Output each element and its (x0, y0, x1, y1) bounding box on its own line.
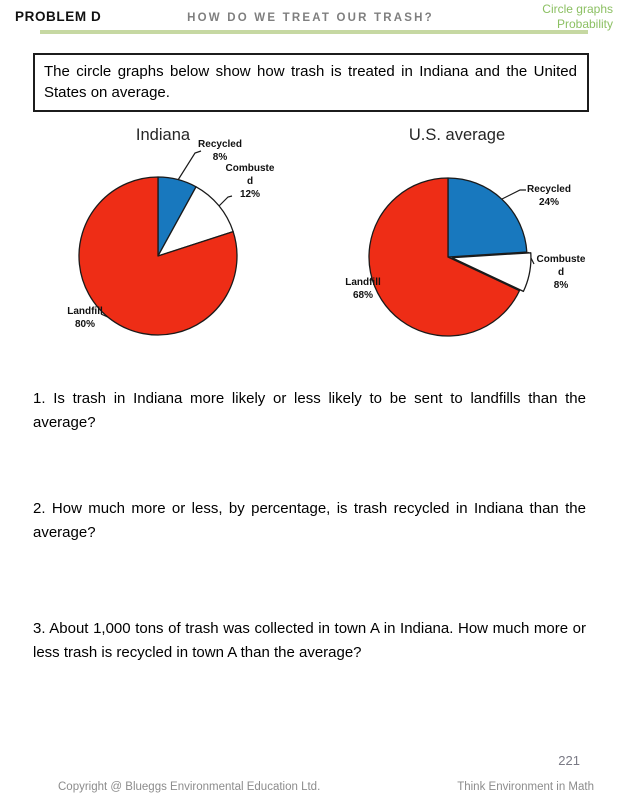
pie-slice-recycled (447, 177, 528, 258)
pie-slice-combusted (157, 186, 234, 257)
us-chart-title: U.S. average (408, 126, 506, 144)
us-landfill-label-text: Landfill (345, 277, 381, 288)
indiana-combusted-label: Combuste d 12% (218, 162, 282, 201)
us-recycled-label: Recycled 24% (519, 183, 579, 209)
question-3: 3. About 1,000 tons of trash was collect… (33, 620, 586, 661)
indiana-combusted-label-line1: Combuste (225, 163, 275, 174)
pie-slice-landfill (368, 177, 521, 337)
page-number: 221 (558, 753, 580, 768)
indiana-combusted-label-line2: d (246, 176, 254, 187)
indiana-recycled-leader-line (177, 150, 202, 181)
problem-label: PROBLEM D (15, 9, 102, 24)
pie-slice-landfill (78, 176, 238, 336)
us-recycled-label-text: Recycled (527, 184, 571, 195)
footer-tagline: Think Environment in Math (457, 781, 594, 793)
topic-tags: Circle graphs Probability (542, 2, 613, 32)
intro-text: The circle graphs below show how trash i… (44, 63, 577, 101)
indiana-combusted-percent: 12% (239, 189, 260, 200)
us-recycled-leader-line (501, 189, 526, 200)
question-1: 1. Is trash in Indiana more likely or le… (33, 390, 586, 431)
indiana-recycled-label-text: Recycled (198, 139, 242, 150)
indiana-pie-chart: Indiana Recycled 8% Combuste d 12% Landf… (18, 122, 308, 354)
indiana-recycled-label: Recycled 8% (190, 138, 250, 164)
intro-box: The circle graphs below show how trash i… (33, 53, 589, 112)
question-2: 2. How much more or less, by percentage,… (33, 500, 586, 541)
indiana-pie-svg (78, 150, 238, 336)
indiana-recycled-percent: 8% (212, 152, 228, 163)
us-combusted-percent: 8% (553, 280, 569, 291)
us-recycled-percent: 24% (538, 197, 559, 208)
indiana-landfill-label-text: Landfill (67, 306, 103, 317)
us-combusted-label-line2: d (557, 267, 565, 278)
us-landfill-percent: 68% (352, 290, 373, 301)
indiana-landfill-label: Landfill 80% (55, 305, 115, 331)
topic-circle-graphs: Circle graphs (542, 2, 613, 16)
pie-slice-combusted (451, 252, 532, 293)
indiana-chart-title: Indiana (135, 126, 191, 144)
footer-copyright: Copyright @ Blueggs Environmental Educat… (58, 781, 321, 793)
us-pie-svg (368, 177, 535, 337)
page-title: HOW DO WE TREAT OUR TRASH? (187, 12, 434, 24)
us-combusted-label: Combuste d 8% (529, 253, 593, 292)
indiana-landfill-percent: 80% (74, 319, 95, 330)
indiana-combusted-leader-line (218, 195, 233, 207)
topic-probability: Probability (556, 17, 613, 31)
us-combusted-label-line1: Combuste (536, 254, 586, 265)
header-divider (40, 30, 588, 34)
us-landfill-label: Landfill 68% (333, 276, 393, 302)
us-average-pie-chart: U.S. average Recycled 24% Combuste d 8% … (312, 122, 602, 354)
